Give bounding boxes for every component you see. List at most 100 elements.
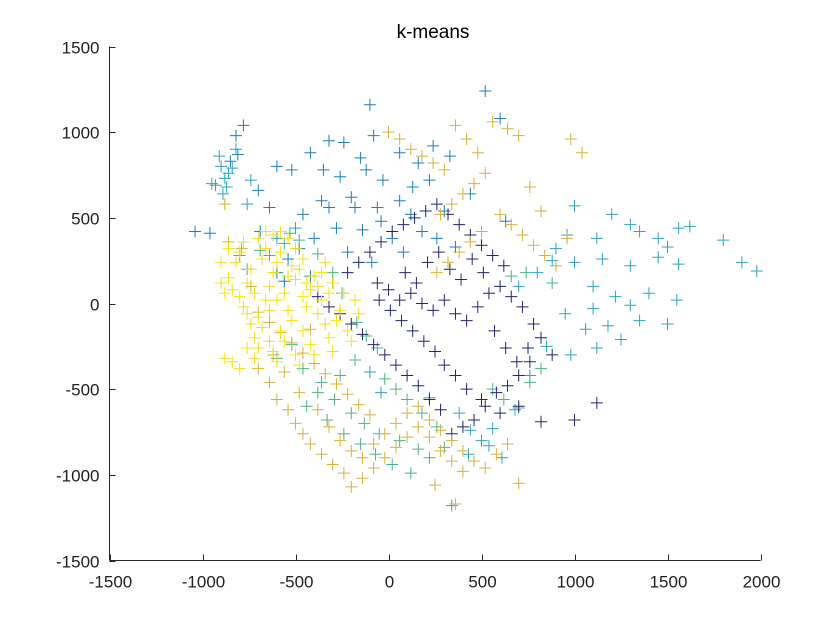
cluster-3-points [233, 227, 559, 480]
scatter-point [289, 273, 302, 286]
scatter-point [375, 235, 388, 248]
scatter-point [235, 242, 248, 255]
scatter-point [415, 150, 428, 163]
scatter-point [423, 414, 436, 427]
x-tick-label: 1500 [650, 573, 688, 592]
scatter-point [322, 300, 335, 313]
scatter-point [259, 294, 272, 307]
scatter-point [345, 191, 358, 204]
scatter-point [341, 388, 354, 401]
scatter-point [497, 393, 510, 406]
scatter-point [378, 372, 391, 385]
scatter-point [337, 287, 350, 300]
scatter-point [319, 256, 332, 269]
scatter-point [523, 180, 536, 193]
chart-title: k-means [397, 22, 470, 43]
scatter-point [308, 270, 321, 283]
y-tick-label: -500 [65, 381, 99, 400]
scatter-point [289, 417, 302, 430]
scatter-point [222, 242, 235, 255]
scatter-point [319, 318, 332, 331]
scatter-point [360, 163, 373, 176]
scatter-point [393, 294, 406, 307]
scatter-point [389, 383, 402, 396]
scatter-point [464, 235, 477, 248]
scatter-point [505, 290, 518, 303]
scatter-point [404, 143, 417, 156]
scatter-point [401, 369, 414, 382]
scatter-point [412, 420, 425, 433]
scatter-point [283, 227, 296, 240]
scatter-point [241, 307, 254, 320]
scatter-point [352, 256, 365, 269]
scatter-point [349, 201, 362, 214]
scatter-point [486, 115, 499, 128]
scatter-point [516, 300, 529, 313]
scatter-point [442, 256, 455, 269]
scatter-point [523, 355, 536, 368]
scatter-point [349, 354, 362, 367]
scatter-point [300, 400, 313, 413]
scatter-point [229, 129, 242, 142]
scatter-point [367, 338, 380, 351]
x-axis-ticks: -1500 -1000 -500 0 500 1000 1500 2000 [89, 554, 781, 592]
scatter-point [397, 246, 410, 259]
scatter-point [315, 194, 328, 207]
scatter-point [460, 314, 473, 327]
scatter-point [270, 355, 283, 368]
scatter-point [270, 294, 283, 307]
scatter-point [224, 155, 237, 168]
scatter-point [384, 304, 397, 317]
scatter-point [267, 228, 280, 241]
scatter-point [462, 448, 475, 461]
scatter-point [378, 451, 391, 464]
x-tick-label: 2000 [743, 573, 781, 592]
scatter-point [406, 180, 419, 193]
scatter-point [482, 439, 495, 452]
scatter-point [615, 333, 627, 346]
scatter-point [311, 280, 324, 293]
y-tick-label: 500 [71, 210, 99, 229]
scatter-point [456, 187, 469, 200]
scatter-point [624, 299, 637, 312]
scatter-point [510, 355, 523, 368]
scatter-point [203, 227, 216, 240]
scatter-point [356, 223, 369, 236]
scatter-point [352, 398, 365, 411]
scatter-point [438, 359, 451, 372]
scatter-point [322, 201, 335, 214]
scatter-point [531, 266, 544, 279]
scatter-point [683, 220, 696, 233]
scatter-point [427, 139, 440, 152]
scatter-point [549, 259, 562, 272]
scatter-point [256, 252, 269, 265]
scatter-point [337, 136, 350, 149]
scatter-point [633, 314, 646, 327]
scatter-point [226, 283, 239, 296]
scatter-point [460, 383, 473, 396]
scatter-point [505, 218, 518, 231]
scatter-point [464, 424, 477, 437]
scatter-point [750, 264, 763, 277]
scatter-point [587, 302, 600, 315]
cluster-6-points [215, 225, 365, 375]
scatter-point [389, 359, 402, 372]
scatter-point [479, 167, 492, 180]
scatter-point [499, 342, 512, 355]
scatter-point [633, 225, 646, 238]
scatter-point [337, 427, 350, 440]
scatter-point [322, 134, 335, 147]
y-tick-label: 1000 [62, 124, 100, 143]
scatter-point [330, 378, 343, 391]
y-tick-label: -1000 [56, 467, 99, 486]
scatter-point [215, 276, 228, 289]
scatter-point [516, 228, 529, 241]
scatter-point [267, 345, 280, 358]
scatter-point [479, 400, 492, 413]
scatter-point [226, 162, 239, 175]
scatter-point [386, 458, 399, 471]
scatter-point [341, 246, 354, 259]
scatter-point [406, 324, 419, 337]
scatter-point [512, 400, 525, 413]
scatter-point [568, 199, 581, 212]
